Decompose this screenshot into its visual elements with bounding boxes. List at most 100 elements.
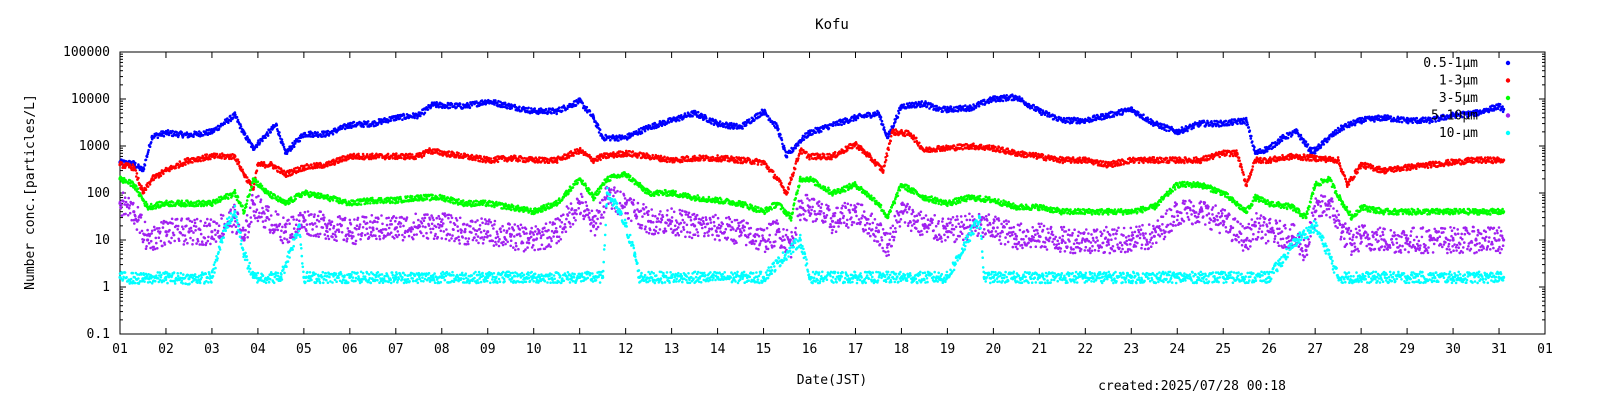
- x-tick-label: 31: [1491, 342, 1507, 357]
- data-point: [794, 147, 797, 150]
- data-point: [710, 122, 713, 125]
- data-point: [716, 154, 719, 157]
- data-point: [276, 124, 279, 127]
- x-tick-label: 25: [1215, 342, 1231, 357]
- x-tick-label: 21: [1032, 342, 1048, 357]
- data-point: [593, 118, 596, 121]
- data-point: [1398, 121, 1401, 124]
- data-point: [774, 174, 777, 177]
- data-point: [223, 122, 226, 125]
- data-point: [555, 113, 558, 116]
- data-point: [175, 131, 178, 134]
- data-point: [789, 181, 792, 184]
- data-point: [367, 120, 370, 123]
- data-point: [353, 121, 356, 124]
- data-point: [898, 112, 901, 115]
- data-point: [299, 140, 302, 143]
- data-point: [1236, 123, 1239, 126]
- data-point: [735, 123, 738, 126]
- data-point: [917, 144, 920, 147]
- data-point: [1186, 130, 1189, 133]
- data-point: [1364, 120, 1367, 123]
- data-point: [887, 135, 890, 138]
- data-point: [1080, 161, 1083, 164]
- data-point: [191, 161, 194, 164]
- data-point: [256, 169, 259, 172]
- data-point: [777, 128, 780, 131]
- data-point: [133, 166, 136, 169]
- data-point: [794, 168, 797, 171]
- data-point: [625, 150, 628, 153]
- data-point: [972, 142, 975, 145]
- data-point: [783, 147, 786, 150]
- data-point: [1142, 113, 1145, 116]
- data-point: [1337, 127, 1340, 130]
- data-point: [334, 162, 337, 165]
- data-point: [1401, 121, 1404, 124]
- data-point: [866, 115, 869, 118]
- y-tick-label: 1: [102, 280, 110, 295]
- data-point: [414, 158, 417, 161]
- data-point: [980, 144, 983, 147]
- data-point: [1045, 159, 1048, 162]
- data-point: [310, 164, 313, 167]
- x-tick-label: 17: [848, 342, 864, 357]
- data-point: [184, 163, 187, 166]
- data-point: [857, 117, 860, 120]
- x-tick-label: 26: [1261, 342, 1277, 357]
- data-point: [181, 131, 184, 134]
- data-point: [792, 174, 795, 177]
- data-point: [413, 117, 416, 120]
- data-point: [357, 153, 360, 156]
- data-point: [518, 106, 521, 109]
- data-point: [649, 125, 652, 128]
- data-point: [135, 169, 138, 172]
- data-point: [874, 159, 877, 162]
- data-point: [144, 164, 147, 167]
- data-point: [832, 124, 835, 127]
- data-point: [855, 119, 858, 122]
- data-point: [147, 149, 150, 152]
- data-point: [506, 107, 509, 110]
- data-point: [767, 166, 770, 169]
- data-point: [964, 104, 967, 107]
- data-point: [424, 112, 427, 115]
- data-point: [753, 162, 756, 165]
- data-point: [767, 115, 770, 118]
- data-point: [167, 129, 170, 132]
- data-point: [983, 99, 986, 102]
- data-point: [427, 108, 430, 111]
- data-point: [530, 107, 533, 110]
- x-tick-label: 24: [1169, 342, 1185, 357]
- x-tick-label: 22: [1077, 342, 1093, 357]
- data-point: [776, 124, 779, 127]
- data-point: [1251, 140, 1254, 143]
- data-point: [888, 142, 891, 145]
- x-tick-label: 06: [342, 342, 358, 357]
- data-point: [741, 127, 744, 130]
- data-point: [238, 161, 241, 164]
- data-point: [803, 138, 806, 141]
- data-point: [691, 160, 694, 163]
- data-point: [403, 114, 406, 117]
- data-point: [599, 159, 602, 162]
- data-point: [805, 151, 808, 154]
- data-point: [1113, 115, 1116, 118]
- x-tick-label: 01: [1537, 342, 1553, 357]
- data-point: [1048, 112, 1051, 115]
- data-point: [707, 156, 710, 159]
- data-point: [715, 120, 718, 123]
- data-point: [149, 145, 152, 148]
- data-point: [590, 156, 593, 159]
- data-point: [514, 104, 517, 107]
- y-tick-label: 1000: [79, 139, 110, 154]
- data-point: [719, 120, 722, 123]
- data-point: [145, 159, 148, 162]
- data-point: [1328, 138, 1331, 141]
- y-tick-label: 10: [94, 233, 110, 248]
- data-point: [779, 133, 782, 136]
- data-point: [550, 112, 553, 115]
- data-point: [944, 106, 947, 109]
